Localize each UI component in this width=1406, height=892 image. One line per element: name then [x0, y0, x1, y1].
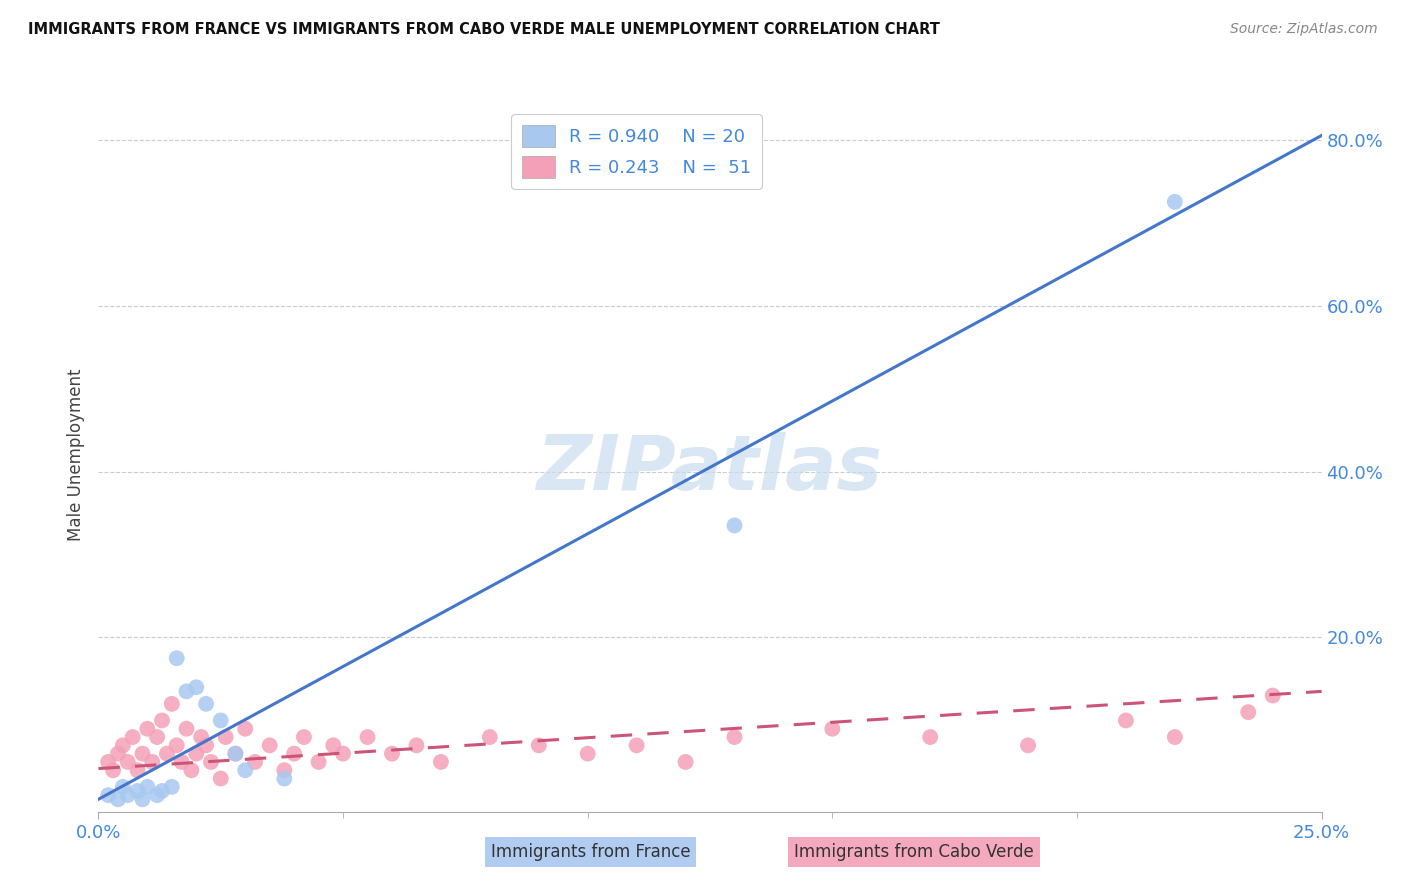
Point [150, 784, 173, 798]
Point [107, 792, 129, 806]
Point [97, 755, 120, 769]
Point [136, 722, 159, 736]
Point [160, 780, 183, 794]
Point [243, 755, 266, 769]
Point [821, 722, 844, 736]
Point [97, 788, 120, 802]
Point [1115, 714, 1137, 728]
Point [180, 763, 202, 777]
Point [107, 747, 129, 761]
Point [160, 697, 183, 711]
Point [1237, 705, 1260, 719]
Point [117, 755, 139, 769]
Point [186, 680, 208, 694]
Point [1164, 194, 1187, 209]
Point [176, 722, 198, 736]
Point [127, 763, 149, 777]
Point [576, 747, 599, 761]
Point [101, 763, 124, 777]
Text: ZIPatlas: ZIPatlas [537, 433, 883, 506]
Point [190, 730, 212, 744]
Point [1164, 730, 1187, 744]
Point [117, 788, 139, 802]
Point [150, 714, 173, 728]
Point [292, 730, 315, 744]
Point [127, 784, 149, 798]
Point [224, 747, 246, 761]
Point [332, 747, 354, 761]
Point [283, 747, 305, 761]
Text: IMMIGRANTS FROM FRANCE VS IMMIGRANTS FROM CABO VERDE MALE UNEMPLOYMENT CORRELATI: IMMIGRANTS FROM FRANCE VS IMMIGRANTS FRO… [28, 22, 941, 37]
Point [675, 755, 697, 769]
Point [156, 747, 179, 761]
Point [273, 772, 295, 786]
Point [176, 684, 198, 698]
Point [121, 730, 143, 744]
Point [233, 763, 256, 777]
Point [308, 755, 330, 769]
Point [166, 739, 188, 753]
Point [527, 739, 550, 753]
Point [356, 730, 378, 744]
Point [136, 780, 159, 794]
Point [381, 747, 404, 761]
Point [111, 780, 134, 794]
Point [111, 739, 134, 753]
Point [141, 755, 163, 769]
Point [131, 792, 153, 806]
Point [209, 772, 232, 786]
Point [626, 739, 648, 753]
Point [259, 739, 281, 753]
Y-axis label: Male Unemployment: Male Unemployment [66, 368, 84, 541]
Point [146, 788, 169, 802]
Point [200, 755, 222, 769]
Point [166, 651, 188, 665]
Point [209, 714, 232, 728]
Point [146, 730, 169, 744]
Point [920, 730, 942, 744]
Point [1017, 739, 1039, 753]
Point [131, 747, 153, 761]
Point [195, 739, 218, 753]
Point [430, 755, 453, 769]
Point [233, 722, 256, 736]
Point [186, 747, 208, 761]
Text: Immigrants from France: Immigrants from France [491, 843, 690, 861]
Point [195, 697, 218, 711]
Point [214, 730, 236, 744]
Point [723, 518, 745, 533]
Point [273, 763, 295, 777]
Point [1261, 689, 1284, 703]
Text: Immigrants from Cabo Verde: Immigrants from Cabo Verde [794, 843, 1033, 861]
Point [170, 755, 193, 769]
Text: Source: ZipAtlas.com: Source: ZipAtlas.com [1230, 22, 1378, 37]
Point [224, 747, 246, 761]
Legend: R = 0.940    N = 20, R = 0.243    N =  51: R = 0.940 N = 20, R = 0.243 N = 51 [512, 114, 762, 189]
Point [723, 730, 745, 744]
Point [478, 730, 501, 744]
Point [405, 739, 427, 753]
Point [322, 739, 344, 753]
